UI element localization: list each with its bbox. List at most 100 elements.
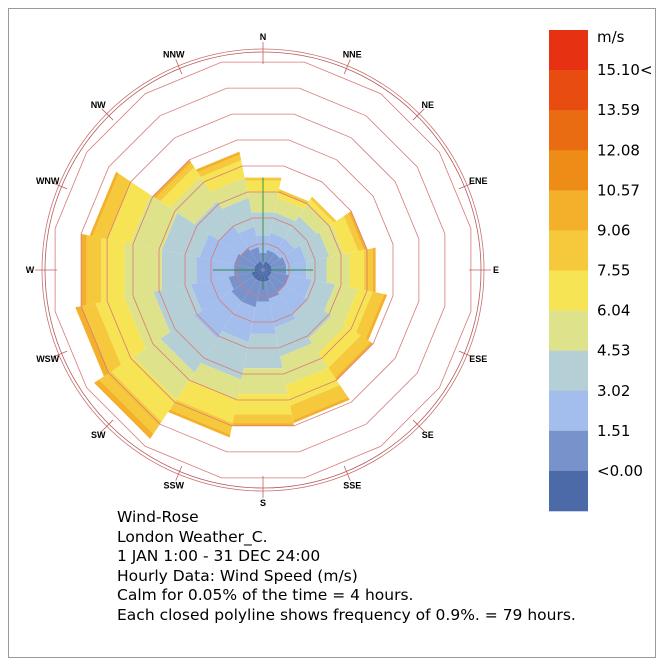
legend-label-6: 6.04 bbox=[597, 302, 630, 320]
wedge-ene-bin-0 bbox=[263, 265, 272, 270]
legend-label-5: 7.55 bbox=[597, 262, 630, 280]
frequency-ring-5 bbox=[132, 139, 394, 401]
direction-label-ssw: SSW bbox=[164, 480, 185, 490]
chart-info: Wind-Rose London Weather_C. 1 JAN 1:00 -… bbox=[117, 508, 657, 625]
direction-label-wnw: WNW bbox=[36, 176, 60, 186]
direction-label-w: W bbox=[26, 265, 35, 275]
wedge-sse-bin-4 bbox=[280, 343, 329, 386]
wedge-ene-bin-7 bbox=[348, 211, 367, 250]
wedge-ene-bin-5 bbox=[331, 216, 359, 254]
wedge-nne-bin-0 bbox=[263, 261, 268, 270]
wedge-wnw-bin-4 bbox=[130, 194, 178, 250]
wedge-nnw-bin-4 bbox=[210, 177, 249, 209]
wedge-nw-bin-4 bbox=[170, 177, 218, 225]
legend-unit: m/s bbox=[597, 28, 625, 46]
wedge-sw-bin-7 bbox=[94, 379, 154, 439]
legend-swatch-3 bbox=[549, 150, 588, 191]
wedge-ene-bin-1 bbox=[270, 256, 287, 269]
wedge-nw-bin-6 bbox=[155, 162, 195, 202]
frequency-ring-3 bbox=[184, 191, 342, 349]
legend-label-9: 1.51 bbox=[597, 422, 630, 440]
wedge-ene-bin-4 bbox=[319, 224, 344, 257]
frequency-ring-7 bbox=[80, 87, 446, 453]
wedge-nnw-bin-3 bbox=[222, 197, 255, 234]
frequency-ring-8 bbox=[54, 61, 472, 479]
legend-swatch-0 bbox=[549, 30, 588, 71]
wedge-sw-bin-5 bbox=[111, 356, 177, 422]
tick-ese bbox=[458, 350, 474, 358]
wedge-se-bin-5 bbox=[318, 325, 361, 368]
direction-label-sw: SW bbox=[91, 430, 106, 440]
wedge-nnw-bin-2 bbox=[238, 226, 259, 251]
tick-sw bbox=[101, 419, 114, 432]
wedge-ese-bin-1 bbox=[270, 271, 289, 285]
wedge-s-bin-5 bbox=[234, 394, 292, 415]
legend-label-10: <0.00 bbox=[597, 462, 643, 480]
wedge-sse-bin-0 bbox=[263, 270, 270, 282]
wedge-sw-bin-3 bbox=[160, 315, 218, 373]
wedge-ssw-bin-7 bbox=[168, 409, 231, 438]
tick-nw bbox=[101, 108, 114, 121]
wedge-sse-bin-6 bbox=[290, 385, 349, 421]
wedge-w-bin-3 bbox=[161, 249, 197, 291]
wedge-ne-bin-6 bbox=[310, 196, 337, 223]
wedge-s-bin-7 bbox=[232, 423, 294, 426]
wedge-wsw-bin-6 bbox=[81, 303, 121, 374]
wedge-se-bin-4 bbox=[308, 315, 347, 354]
wedge-n-bin-0 bbox=[261, 264, 265, 270]
location-text: London Weather_C. bbox=[117, 527, 268, 546]
legend-swatch-9 bbox=[549, 390, 588, 432]
tick-nne bbox=[343, 59, 351, 75]
wedge-ne-bin-2 bbox=[274, 238, 295, 259]
wedge-sw-bin-6 bbox=[99, 371, 162, 434]
wedge-nne-bin-1 bbox=[264, 249, 275, 263]
wedge-se-bin-7 bbox=[335, 342, 374, 381]
polyline-note-text: Each closed polyline shows frequency of … bbox=[117, 605, 576, 624]
wedge-e-bin-7 bbox=[372, 247, 376, 293]
direction-label-sse: SSE bbox=[343, 480, 361, 490]
wedge-e-bin-6 bbox=[364, 248, 373, 292]
wind-rose-wedges bbox=[75, 151, 388, 439]
direction-label-nne: NNE bbox=[343, 50, 362, 60]
direction-label-wsw: WSW bbox=[36, 354, 59, 364]
wedge-wnw-bin-6 bbox=[92, 173, 131, 239]
wedge-ese-bin-0 bbox=[263, 270, 272, 275]
wedge-sse-bin-7 bbox=[292, 397, 350, 424]
wedge-e-bin-5 bbox=[349, 249, 365, 291]
legend-swatch-11 bbox=[549, 470, 588, 512]
legend-swatch-8 bbox=[549, 350, 588, 392]
wedge-ene-bin-2 bbox=[282, 245, 307, 266]
legend-swatch-7 bbox=[549, 310, 588, 351]
legend-label-4: 9.06 bbox=[597, 221, 630, 239]
wedge-ssw-bin-2 bbox=[222, 301, 256, 343]
wedge-ese-bin-5 bbox=[343, 289, 373, 333]
wedge-wnw-bin-0 bbox=[254, 265, 263, 270]
wedge-wnw-bin-5 bbox=[107, 181, 151, 244]
tick-ne bbox=[412, 108, 425, 121]
wedge-se-bin-3 bbox=[292, 299, 332, 339]
frequency-ring-6 bbox=[106, 113, 420, 427]
wedge-s-bin-6 bbox=[232, 414, 294, 424]
wedge-sse-bin-3 bbox=[274, 319, 313, 357]
wedge-nw-bin-1 bbox=[241, 248, 259, 266]
wedge-nne-bin-5 bbox=[277, 192, 308, 209]
legend-label-7: 4.53 bbox=[597, 342, 630, 360]
wedge-se-bin-1 bbox=[267, 274, 285, 292]
wedge-ssw-bin-0 bbox=[256, 270, 263, 282]
wedge-ne-bin-0 bbox=[263, 262, 271, 270]
data-type-text: Hourly Data: Wind Speed (m/s) bbox=[117, 566, 358, 585]
wedge-s-bin-2 bbox=[250, 301, 276, 334]
wedge-ese-bin-7 bbox=[365, 294, 388, 341]
wedge-wsw-bin-4 bbox=[124, 291, 170, 349]
wedge-wnw-bin-2 bbox=[199, 234, 239, 265]
wedge-w-bin-0 bbox=[254, 268, 263, 272]
direction-label-ese: ESE bbox=[469, 354, 487, 364]
wedge-sw-bin-0 bbox=[253, 270, 263, 280]
wedge-ssw-bin-4 bbox=[189, 363, 242, 400]
wedge-wsw-bin-7 bbox=[75, 306, 109, 377]
wedge-sse-bin-5 bbox=[286, 367, 340, 406]
wedge-ne-bin-5 bbox=[307, 199, 334, 226]
direction-label-ene: ENE bbox=[469, 176, 488, 186]
wedge-nnw-bin-7 bbox=[195, 151, 240, 173]
